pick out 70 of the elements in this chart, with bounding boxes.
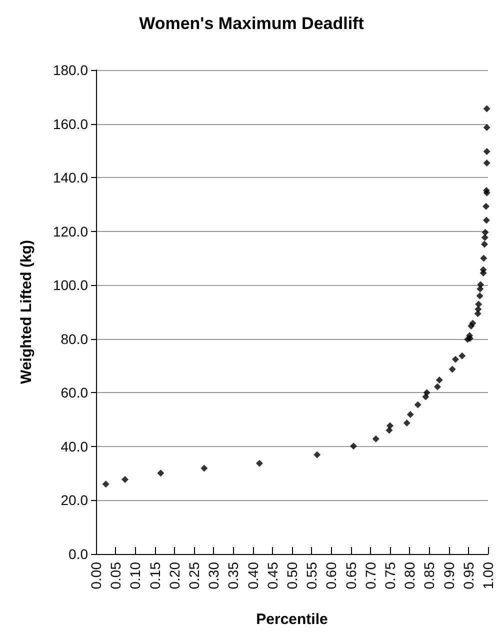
y-tick-label: 60.0 bbox=[60, 384, 88, 401]
x-tick-label: 0.75 bbox=[382, 562, 398, 590]
y-tick-label: 120.0 bbox=[52, 223, 88, 240]
point bbox=[482, 216, 490, 224]
point bbox=[483, 124, 490, 132]
x-tick-label: 0.10 bbox=[127, 562, 144, 590]
point bbox=[122, 476, 129, 484]
point bbox=[452, 356, 459, 363]
point bbox=[256, 460, 263, 467]
point bbox=[102, 480, 110, 488]
y-tick-label: 40.0 bbox=[60, 438, 88, 454]
point bbox=[477, 281, 484, 288]
x-tick-label: 0.55 bbox=[304, 562, 320, 590]
x-tick-label: 0.60 bbox=[323, 562, 340, 590]
x-tick-label: 0.15 bbox=[146, 562, 163, 590]
y-tick-label: 20.0 bbox=[60, 492, 88, 508]
x-tick-label: 0.35 bbox=[225, 562, 242, 590]
x-tick-label: 1.00 bbox=[480, 562, 496, 590]
point bbox=[386, 426, 393, 434]
point bbox=[469, 320, 476, 327]
point bbox=[403, 420, 410, 427]
point bbox=[434, 383, 441, 390]
point bbox=[200, 464, 208, 472]
point bbox=[483, 148, 490, 155]
point bbox=[482, 186, 490, 194]
point bbox=[448, 366, 456, 373]
x-tick-label: 0.00 bbox=[88, 562, 104, 590]
y-axis-title: Weighted Lifted (kg) bbox=[18, 240, 35, 384]
point bbox=[157, 470, 164, 477]
x-tick-label: 0.40 bbox=[244, 562, 261, 590]
point bbox=[483, 105, 490, 112]
point bbox=[350, 442, 358, 450]
point bbox=[474, 306, 482, 313]
point bbox=[372, 435, 380, 442]
y-tick-label: 100.0 bbox=[52, 277, 88, 294]
point bbox=[476, 292, 484, 300]
point bbox=[423, 389, 430, 396]
point bbox=[386, 422, 394, 430]
x-tick-label: 0.45 bbox=[264, 562, 280, 590]
x-tick-label: 0.20 bbox=[166, 562, 182, 590]
point bbox=[481, 234, 488, 242]
point bbox=[482, 228, 489, 236]
x-axis-title: Percentile bbox=[256, 611, 328, 628]
point bbox=[480, 266, 487, 274]
x-tick-label: 0.95 bbox=[460, 562, 476, 590]
x-tick-label: 0.30 bbox=[206, 562, 222, 590]
point bbox=[475, 300, 482, 308]
point bbox=[480, 240, 488, 248]
x-tick-label: 0.05 bbox=[108, 562, 124, 590]
x-tick-label: 0.70 bbox=[362, 562, 378, 590]
x-tick-label: 0.85 bbox=[421, 562, 438, 590]
point bbox=[483, 160, 490, 167]
y-tick-label: 180.0 bbox=[52, 62, 88, 78]
point bbox=[482, 202, 490, 210]
y-tick-label: 160.0 bbox=[52, 116, 88, 132]
point bbox=[406, 410, 414, 418]
point bbox=[480, 254, 488, 262]
point bbox=[458, 352, 466, 360]
y-tick-label: 80.0 bbox=[60, 330, 88, 347]
x-tick-label: 0.90 bbox=[440, 562, 457, 590]
y-tick-label: 0.0 bbox=[68, 546, 88, 562]
x-tick-label: 0.80 bbox=[402, 562, 418, 590]
x-tick-label: 0.25 bbox=[186, 562, 202, 590]
point bbox=[436, 376, 443, 384]
point bbox=[314, 451, 321, 458]
y-tick-label: 140.0 bbox=[52, 170, 88, 186]
x-tick-label: 0.50 bbox=[284, 562, 300, 590]
x-tick-label: 0.65 bbox=[342, 562, 359, 590]
point bbox=[414, 401, 422, 408]
chart-title: Women's Maximum Deadlift bbox=[139, 14, 364, 33]
